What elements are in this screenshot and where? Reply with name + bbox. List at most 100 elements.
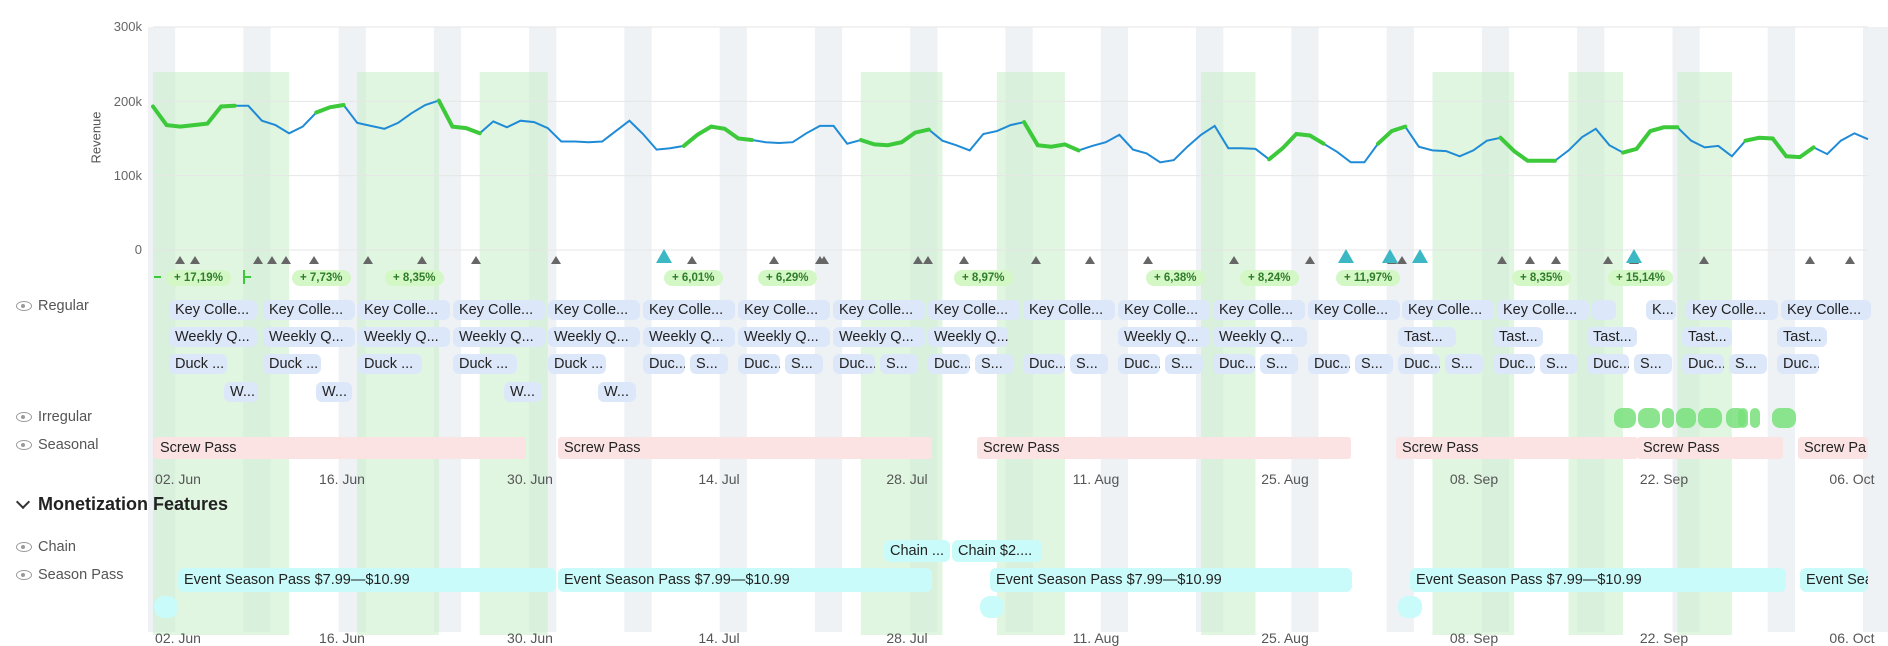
event-w[interactable]: W... [504, 382, 542, 402]
event-w[interactable]: W... [316, 382, 352, 402]
eye-icon[interactable] [16, 440, 32, 450]
event-weekly-quest[interactable]: Weekly Q... [358, 327, 450, 347]
promo-badge[interactable]: + 15,14% [1608, 270, 1673, 286]
event-s[interactable]: S... [690, 354, 728, 374]
row-label-season-pass[interactable]: Season Pass [16, 567, 123, 583]
row-label-seasonal[interactable]: Seasonal [16, 437, 98, 453]
event-weekly-quest[interactable]: Weekly Q... [833, 327, 925, 347]
event-s[interactable]: S... [880, 354, 918, 374]
irregular-event[interactable] [1614, 408, 1636, 428]
event-tasting[interactable]: Tast... [1682, 327, 1732, 347]
event-screw-pass[interactable]: Screw Pass [558, 437, 932, 459]
event-duck[interactable]: Duck ... [453, 354, 517, 374]
event-s[interactable]: S... [1355, 354, 1393, 374]
feature-season-pass-dot[interactable] [154, 596, 178, 618]
event-weekly-quest[interactable]: Weekly Q... [643, 327, 735, 347]
event-w[interactable]: W... [224, 382, 258, 402]
irregular-event[interactable] [1738, 408, 1748, 428]
event-duck[interactable]: Duck ... [358, 354, 422, 374]
feature-season-pass[interactable]: Event Sea [1800, 568, 1868, 592]
promo-badge[interactable]: + 8,35% [385, 270, 444, 286]
monetization-features-toggle[interactable]: Monetization Features [15, 494, 228, 515]
event-tasting[interactable]: Tast... [1493, 327, 1543, 347]
event-weekly-quest[interactable]: Weekly Q... [738, 327, 830, 347]
row-label-irregular[interactable]: Irregular [16, 409, 92, 425]
event-screw-pass[interactable]: Screw Pass [1396, 437, 1638, 459]
promo-badge[interactable]: + 6,01% [664, 270, 723, 286]
event-weekly-quest[interactable]: Weekly Q... [928, 327, 1008, 347]
event-weekly-quest[interactable]: Weekly Q... [453, 327, 545, 347]
event-weekly-quest[interactable]: Weekly Q... [548, 327, 640, 347]
event-duck[interactable]: Duc... [1587, 354, 1629, 374]
event-duck[interactable]: Duck ... [169, 354, 227, 374]
event-key-collection[interactable]: Key Colle... [1023, 300, 1115, 320]
promo-badge[interactable]: + 7,73% [292, 270, 351, 286]
event-key-collection[interactable]: Key Colle... [1497, 300, 1589, 320]
event-duck[interactable]: Duc... [1777, 354, 1819, 374]
event-screw-pass[interactable]: Screw Pass [154, 437, 526, 459]
event-duck[interactable]: Duc... [1308, 354, 1350, 374]
event-s[interactable]: S... [1165, 354, 1203, 374]
feature-season-pass[interactable]: Event Season Pass $7.99—$10.99 [1410, 568, 1786, 592]
promo-badge[interactable]: + 6,38% [1146, 270, 1205, 286]
event-duck[interactable]: Duc... [1398, 354, 1440, 374]
chevron-down-icon[interactable] [15, 494, 31, 509]
event-key-collection[interactable]: K... [1646, 300, 1676, 320]
event-s[interactable]: S... [1729, 354, 1767, 374]
event-key-collection[interactable]: Key Colle... [1213, 300, 1305, 320]
event-key-collection[interactable]: Key Colle... [1686, 300, 1778, 320]
irregular-event[interactable] [1638, 408, 1660, 428]
event-key-collection[interactable]: Key Colle... [928, 300, 1020, 320]
irregular-event[interactable] [1750, 408, 1760, 428]
feature-chain[interactable]: Chain ... [884, 540, 950, 562]
event-key-collection[interactable]: Key Colle... [453, 300, 545, 320]
event-duck[interactable]: Duc... [1118, 354, 1160, 374]
event-key-collection[interactable]: Key Colle... [1781, 300, 1871, 320]
event-s[interactable]: S... [1260, 354, 1298, 374]
event-tasting[interactable]: Tast... [1587, 327, 1637, 347]
row-label-regular[interactable]: Regular [16, 298, 89, 314]
event-key-collection[interactable]: Key Colle... [833, 300, 925, 320]
event-weekly-quest[interactable]: Weekly Q... [1118, 327, 1210, 347]
event-s[interactable]: S... [1445, 354, 1483, 374]
event-weekly-quest[interactable]: Weekly Q... [169, 327, 257, 347]
promo-badge[interactable]: + 6,29% [758, 270, 817, 286]
irregular-event[interactable] [1698, 408, 1722, 428]
promo-badge[interactable]: + 8,35% [1512, 270, 1571, 286]
event-duck[interactable]: Duc... [738, 354, 780, 374]
eye-icon[interactable] [16, 301, 32, 311]
row-label-chain[interactable]: Chain [16, 539, 76, 555]
irregular-event[interactable] [1676, 408, 1696, 428]
event-s[interactable]: S... [1070, 354, 1108, 374]
event-key-collection[interactable]: Key Colle... [1118, 300, 1210, 320]
event-duck[interactable]: Duc... [1023, 354, 1065, 374]
feature-season-pass[interactable]: Event Season Pass $7.99—$10.99 [990, 568, 1352, 592]
feature-season-pass-dot[interactable] [980, 596, 1004, 618]
event-tasting[interactable]: Tast... [1398, 327, 1456, 347]
event-screw-pass[interactable]: Screw Pa [1798, 437, 1868, 459]
event-key-collection[interactable]: Key Colle... [263, 300, 355, 320]
feature-chain[interactable]: Chain $2.... [952, 540, 1042, 562]
event-key-collection[interactable]: Key Colle... [1402, 300, 1494, 320]
eye-icon[interactable] [16, 570, 32, 580]
event-s[interactable]: S... [1540, 354, 1578, 374]
promo-badge[interactable]: + 8,97% [954, 270, 1013, 286]
promo-badge[interactable]: + 17,19% [166, 270, 231, 286]
event-duck[interactable]: Duc... [1682, 354, 1724, 374]
event-key-collection[interactable]: Key Colle... [1308, 300, 1400, 320]
event-key-collection[interactable]: Key Colle... [548, 300, 640, 320]
promo-badge[interactable]: + 8,24% [1240, 270, 1299, 286]
eye-icon[interactable] [16, 412, 32, 422]
event-duck[interactable]: Duc... [833, 354, 875, 374]
promo-badge[interactable]: + 11,97% [1336, 270, 1401, 286]
event-key-collection[interactable]: Key Colle... [358, 300, 450, 320]
event-duck[interactable]: Duc... [643, 354, 685, 374]
event-duck[interactable]: Duc... [1493, 354, 1535, 374]
event-screw-pass[interactable]: Screw Pass [977, 437, 1351, 459]
irregular-event[interactable] [1772, 408, 1796, 428]
event-duck[interactable]: Duc... [1213, 354, 1255, 374]
event-duck[interactable]: Duck ... [548, 354, 606, 374]
event-w[interactable]: W... [598, 382, 636, 402]
event-duck[interactable]: Duck ... [263, 354, 321, 374]
event-duck[interactable]: Duc... [928, 354, 970, 374]
